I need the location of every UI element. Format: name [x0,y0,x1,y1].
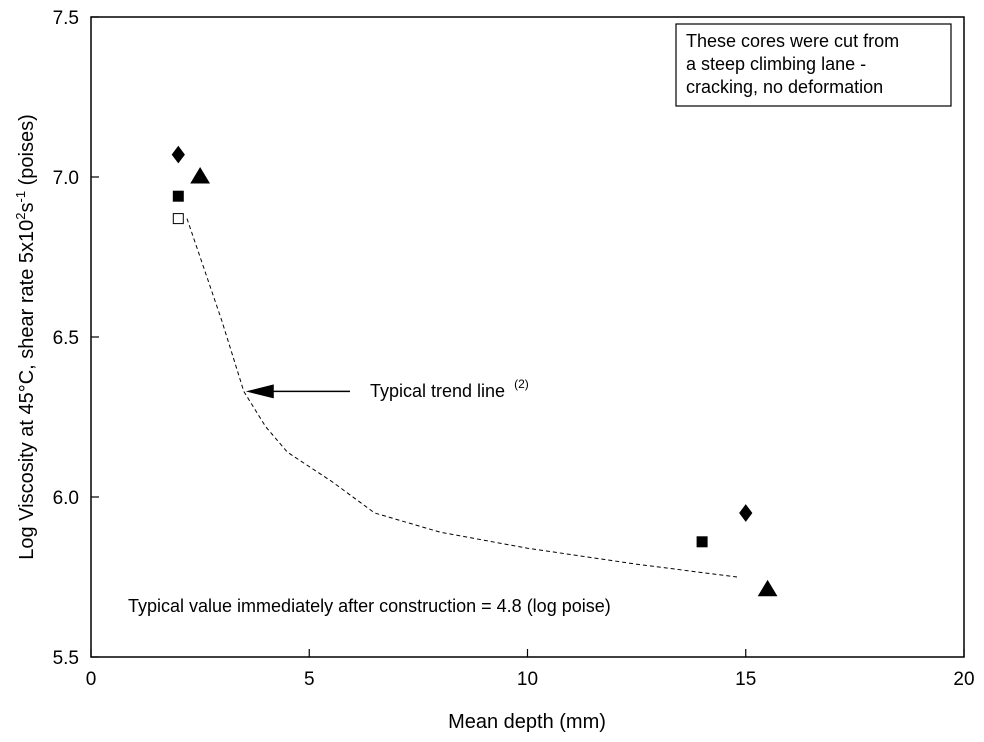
x-tick-label: 0 [86,669,97,690]
square-point [696,536,708,548]
diamond-point [739,504,753,522]
trend-label: Typical trend line (2) [370,377,529,401]
note-line-2: a steep climbing lane - [686,54,866,74]
square-point [172,190,184,202]
triangle-point [190,167,211,184]
y-tick-label: 6.0 [53,488,79,509]
x-axis-label: Mean depth (mm) [448,711,606,733]
trend-label-superscript: (2) [514,377,529,391]
y-tick-label: 7.0 [53,168,79,189]
x-tick-label: 20 [953,669,974,690]
y-tick-label: 7.5 [53,8,79,29]
trend-line [186,218,738,578]
note-line-1: These cores were cut from [686,31,899,51]
note-box-border [675,23,952,107]
square-open-point [172,213,184,225]
x-tick-label: 5 [304,669,315,690]
plot-frame [90,16,965,658]
x-tick-label: 15 [735,669,756,690]
y-axis-ticks: 5.5 6.0 6.5 7.0 7.5 [53,8,99,669]
note-box: These cores were cut from a steep climbi… [675,23,952,107]
diamond-point [171,145,185,164]
x-axis-ticks: 0 5 10 15 20 [86,649,975,690]
trend-arrowhead [245,384,274,399]
x-tick-label: 10 [517,669,538,690]
triangle-point [757,579,778,597]
y-tick-label: 6.5 [53,328,79,349]
construction-note: Typical value immediately after construc… [128,596,611,616]
data-points [171,145,778,597]
y-axis-label: Log Viscosity at 45°C, shear rate 5x102s… [13,114,38,560]
note-line-3: cracking, no deformation [686,77,883,97]
y-tick-label: 5.5 [53,648,79,669]
